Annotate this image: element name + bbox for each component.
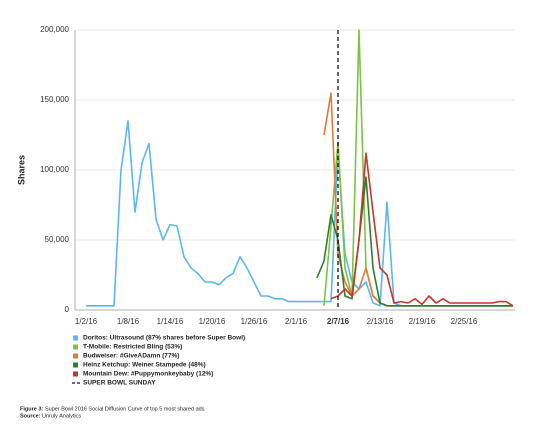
- x-tick-label: 2/1/16: [285, 317, 308, 326]
- y-axis-label: Shares: [16, 155, 26, 185]
- series-line: [86, 120, 513, 307]
- x-tick-label: 2/7/16: [327, 317, 350, 326]
- legend-label: T-Mobile: Restricted Bling (53%): [83, 344, 182, 351]
- x-tick-label: 1/14/16: [157, 317, 184, 326]
- caption-label: Figure 3:: [20, 406, 43, 412]
- legend-label: Budweiser: #GiveADamn (77%): [83, 353, 179, 360]
- legend-label: SUPER BOWL SUNDAY: [83, 380, 156, 387]
- x-tick-label: 1/26/16: [241, 317, 268, 326]
- legend-swatch: [73, 335, 78, 341]
- x-tick-label: 2/19/16: [409, 317, 436, 326]
- x-tick-label: 1/2/16: [75, 317, 98, 326]
- series-line: [323, 29, 513, 307]
- legend-swatch: [73, 371, 78, 377]
- x-tick-label: 2/25/16: [451, 317, 478, 326]
- y-tick-label: 100,000: [40, 165, 69, 174]
- legend-label: Heinz Ketchup: Weiner Stampede (48%): [83, 362, 206, 369]
- source-label: Source:: [20, 413, 41, 419]
- x-tick-label: 2/13/16: [367, 317, 394, 326]
- legend-label: Mountain Dew: #Puppymonkeybaby (12%): [83, 371, 213, 378]
- source: Unruly Analytics: [42, 413, 81, 419]
- y-tick-label: 200,000: [40, 25, 69, 34]
- legend-label: Doritos: Ultrasound (87% shares before S…: [83, 335, 245, 342]
- series-line: [316, 176, 513, 307]
- caption: Super Bowl 2016 Social Diffusion Curve o…: [45, 406, 205, 412]
- x-tick-label: 1/20/16: [199, 317, 226, 326]
- y-tick-label: 50,000: [45, 235, 70, 244]
- y-tick-label: 150,000: [40, 95, 69, 104]
- legend-swatch: [73, 362, 78, 368]
- x-tick-label: 1/8/16: [117, 317, 140, 326]
- legend-swatch: [73, 353, 78, 359]
- y-tick-label: 0: [65, 305, 70, 314]
- legend-swatch: [73, 344, 78, 350]
- series-line: [330, 152, 514, 307]
